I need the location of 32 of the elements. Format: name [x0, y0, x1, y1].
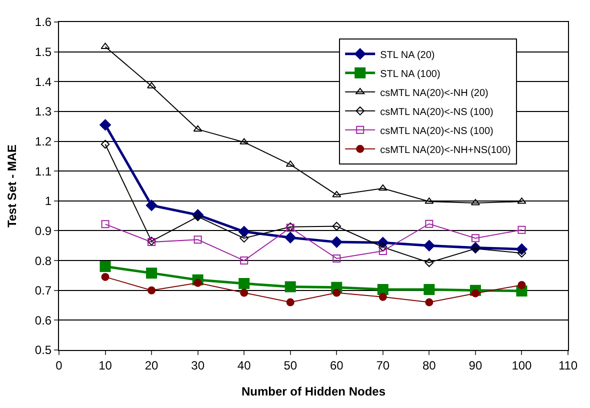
x-tick-label: 100	[512, 358, 532, 372]
legend-label: STL NA (20)	[380, 50, 435, 61]
y-tick-label: 0.6	[34, 313, 52, 328]
x-axis-title: Number of Hidden Nodes	[241, 384, 386, 398]
y-tick-label: 0.5	[34, 343, 52, 358]
x-tick-label: 80	[422, 358, 436, 372]
x-tick-label: 20	[144, 358, 159, 372]
legend-label: csMTL NA(20)<-NS (100)	[380, 126, 494, 137]
x-tick-label: 60	[330, 358, 344, 372]
y-tick-label: 1	[44, 194, 52, 208]
x-tick-label: 70	[376, 358, 390, 372]
x-tick-label: 0	[56, 358, 63, 372]
y-tick-label: 1.3	[34, 104, 52, 119]
legend-label: csMTL NA(20)<-NS (100)	[380, 106, 494, 118]
x-tick-label: 110	[558, 358, 578, 372]
y-tick-label: 0.7	[34, 284, 52, 298]
y-tick-label: 1.4	[34, 74, 52, 89]
y-tick-label: 1.2	[34, 134, 52, 148]
legend-label: csMTL NA(20)<-NH+NS(100)	[380, 144, 511, 156]
x-tick-label: 40	[237, 358, 252, 372]
legend-label: STL NA (100)	[380, 68, 440, 80]
x-tick-label: 50	[284, 358, 298, 372]
x-tick-label: 90	[468, 358, 482, 372]
x-tick-label: 30	[191, 358, 205, 372]
y-tick-label: 1.1	[34, 164, 52, 178]
y-tick-label: 1.5	[34, 45, 52, 60]
y-tick-label: 1.6	[34, 15, 52, 30]
legend-label: csMTL NA(20)<-NH (20)	[380, 88, 488, 99]
y-tick-label: 0.8	[34, 254, 52, 268]
y-axis-title: Test Set - MAE	[5, 144, 20, 228]
y-tick-label: 0.9	[34, 224, 52, 238]
x-tick-label: 10	[98, 358, 112, 372]
